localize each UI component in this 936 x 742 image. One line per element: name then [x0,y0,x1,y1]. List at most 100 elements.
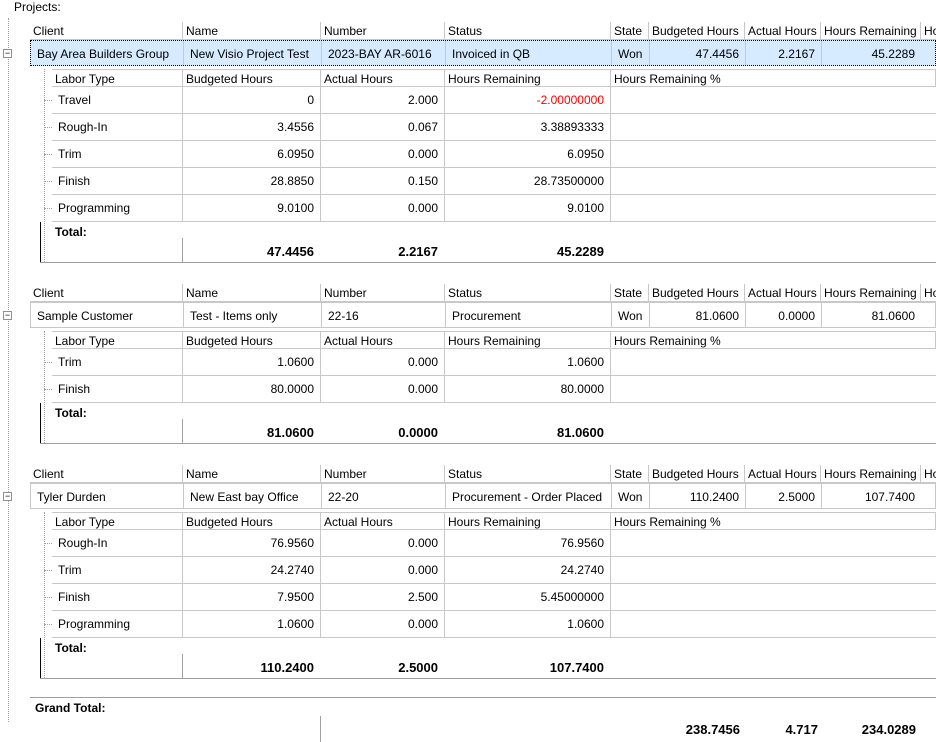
column-header-name[interactable]: Name [182,22,320,40]
labor-column-header-remaining[interactable]: Hours Remaining [444,70,610,88]
project-row[interactable]: Tyler Durden New East bay Office 22-20 Proc… [30,483,936,509]
labor-column-header-actual[interactable]: Actual Hours [320,332,444,350]
tree-branch [44,208,52,209]
labor-cell-actual: 0.000 [320,530,444,557]
labor-column-header-labor_type[interactable]: Labor Type [55,72,115,86]
project-row[interactable]: Bay Area Builders Group New Visio Project… [30,40,936,66]
column-header-budgeted[interactable]: Budgeted Hours [648,22,744,40]
labor-column-header-budgeted[interactable]: Budgeted Hours [182,513,320,531]
labor-cell-pct [610,114,936,141]
labor-cell-budgeted: 24.2740 [182,557,320,584]
project-cell-client: Tyler Durden [37,490,106,504]
column-header-remaining[interactable]: Hours Remaining [820,465,920,483]
column-header-name[interactable]: Name [182,284,320,302]
labor-row[interactable]: Programming 1.0600 0.000 1.0600 [52,611,936,638]
column-header-budgeted[interactable]: Budgeted Hours [648,284,744,302]
column-header-state[interactable]: State [610,22,648,40]
column-header-actual[interactable]: Actual Hours [744,465,820,483]
collapse-icon[interactable]: − [3,48,12,58]
tree-branch [44,624,52,625]
labor-column-header-labor_type[interactable]: Labor Type [55,515,115,529]
column-header-state[interactable]: State [610,284,648,302]
labor-column-header-budgeted[interactable]: Budgeted Hours [182,70,320,88]
column-header-budgeted[interactable]: Budgeted Hours [648,465,744,483]
total-remaining: 107.7400 [549,660,604,675]
column-header-remaining[interactable]: Hours Remaining [820,22,920,40]
labor-cell-remaining: -2.00000000 [444,87,610,114]
total-divider [182,238,183,262]
tree-branch [44,154,52,155]
column-header-status[interactable]: Status [444,22,610,40]
project-row[interactable]: Sample Customer Test - Items only 22-16 Pro… [30,302,936,328]
column-header-extra[interactable]: Ho [920,22,936,40]
labor-cell-remaining: 76.9560 [444,530,610,557]
tree-branch [44,181,52,182]
project-cell-name: New Visio Project Test [183,41,321,65]
labor-row[interactable]: Trim 1.0600 0.000 1.0600 [52,349,936,376]
column-header-client[interactable]: Client [33,24,64,38]
column-header-name[interactable]: Name [182,465,320,483]
labor-row[interactable]: Travel 0 2.000 -2.00000000 [52,87,936,114]
labor-cell-pct [610,141,936,168]
labor-cell-pct [610,584,936,611]
project-cell-budgeted: 47.4456 [649,41,745,65]
grand-total-actual: 4.717 [785,722,818,737]
column-header-number[interactable]: Number [320,22,444,40]
column-header-actual[interactable]: Actual Hours [744,22,820,40]
labor-cell-budgeted: 9.0100 [182,195,320,222]
total-actual: 2.2167 [398,244,438,259]
column-header-client[interactable]: Client [33,286,64,300]
labor-cell-budgeted: 80.0000 [182,376,320,403]
labor-column-header-budgeted[interactable]: Budgeted Hours [182,332,320,350]
project-cell-state: Won [611,303,649,327]
column-header-remaining[interactable]: Hours Remaining [820,284,920,302]
column-header-state[interactable]: State [610,465,648,483]
labor-cell-budgeted: 28.8850 [182,168,320,195]
labor-cell-type: Finish [58,382,91,396]
projects-caption: Projects: [14,0,61,14]
labor-cell-pct [610,349,936,376]
labor-row[interactable]: Programming 9.0100 0.000 9.0100 [52,195,936,222]
labor-row[interactable]: Finish 7.9500 2.500 5.45000000 [52,584,936,611]
labor-cell-pct [610,376,936,403]
column-header-status[interactable]: Status [444,284,610,302]
labor-cell-budgeted: 76.9560 [182,530,320,557]
labor-row[interactable]: Rough-In 76.9560 0.000 76.9560 [52,530,936,557]
tree-branch [44,543,52,544]
column-header-actual[interactable]: Actual Hours [744,284,820,302]
labor-row[interactable]: Rough-In 3.4556 0.067 3.38893333 [52,114,936,141]
labor-header-row: Labor Type Budgeted Hours Actual Hours Hour… [52,69,936,88]
total-remaining: 81.0600 [557,425,604,440]
labor-row[interactable]: Finish 80.0000 0.000 80.0000 [52,376,936,403]
labor-cell-type: Finish [58,590,91,604]
column-header-extra[interactable]: Ho [920,465,936,483]
labor-column-header-remaining[interactable]: Hours Remaining [444,513,610,531]
collapse-icon[interactable]: − [3,491,12,501]
tree-branch [44,597,52,598]
column-header-extra[interactable]: Ho [920,284,936,302]
column-header-status[interactable]: Status [444,465,610,483]
collapse-icon[interactable]: − [3,310,12,320]
labor-column-header-remaining[interactable]: Hours Remaining [444,332,610,350]
labor-column-header-labor_type[interactable]: Labor Type [55,334,115,348]
labor-column-header-actual[interactable]: Actual Hours [320,70,444,88]
total-label: Total: [55,225,87,239]
project-cell-status: Procurement - Order Placed [445,484,611,508]
labor-column-header-actual[interactable]: Actual Hours [320,513,444,531]
labor-row[interactable]: Finish 28.8850 0.150 28.73500000 [52,168,936,195]
total-bottom-border [40,678,936,679]
labor-cell-actual: 0.000 [320,349,444,376]
labor-cell-remaining: 1.0600 [444,611,610,638]
labor-row[interactable]: Trim 24.2740 0.000 24.2740 [52,557,936,584]
labor-column-header-remaining_pct[interactable]: Hours Remaining % [610,70,936,88]
labor-cell-remaining: 24.2740 [444,557,610,584]
project-header-row: Client Name Number Status State Budgeted Hour… [30,22,936,40]
labor-column-header-remaining_pct[interactable]: Hours Remaining % [610,513,936,531]
column-header-number[interactable]: Number [320,284,444,302]
labor-column-header-remaining_pct[interactable]: Hours Remaining % [610,332,936,350]
labor-cell-actual: 2.000 [320,87,444,114]
labor-row[interactable]: Trim 6.0950 0.000 6.0950 [52,141,936,168]
column-header-number[interactable]: Number [320,465,444,483]
column-header-client[interactable]: Client [33,467,64,481]
project-cell-client: Sample Customer [37,309,134,323]
